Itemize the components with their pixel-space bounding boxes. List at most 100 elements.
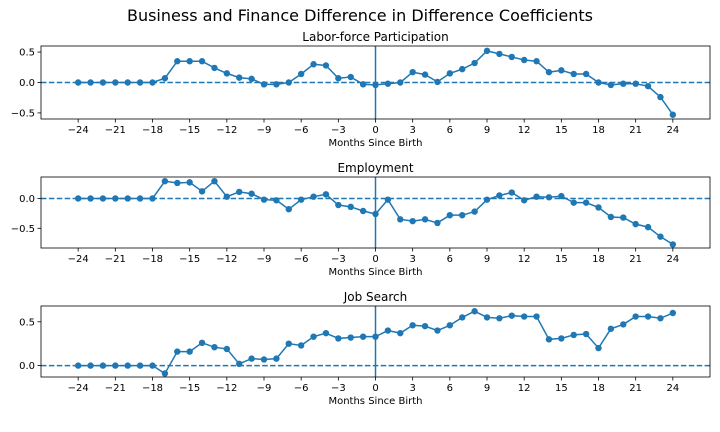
x-tick-label: 18	[592, 125, 605, 136]
data-point	[384, 327, 392, 334]
data-point	[211, 177, 218, 185]
x-tick-label: 0	[372, 125, 378, 136]
data-point	[285, 79, 292, 86]
data-point	[297, 342, 305, 349]
data-point	[198, 188, 206, 195]
x-tick-label: 12	[518, 125, 531, 136]
data-point	[669, 111, 677, 118]
x-tick-label: −21	[105, 254, 126, 265]
data-point	[112, 362, 119, 369]
x-tick-label: −21	[105, 125, 126, 136]
x-tick-label: −24	[68, 383, 89, 394]
x-axis-label: Months Since Birth	[328, 267, 422, 278]
data-point	[186, 348, 193, 355]
data-point	[508, 53, 515, 61]
x-tick-label: −18	[142, 383, 163, 394]
x-tick-label: 24	[666, 254, 679, 265]
x-tick-label: −12	[216, 254, 237, 265]
data-point	[644, 223, 652, 231]
x-tick-label: −15	[179, 125, 200, 136]
x-axis-label: Months Since Birth	[328, 138, 422, 149]
data-point	[124, 195, 131, 202]
x-tick-label: −12	[216, 125, 237, 136]
figure-title: Business and Finance Difference in Diffe…	[127, 6, 593, 25]
data-point	[421, 216, 429, 223]
data-point	[223, 70, 231, 77]
panel-title: Labor-force Participation	[302, 30, 448, 44]
data-point	[186, 58, 193, 65]
data-point	[459, 65, 466, 73]
data-point	[211, 64, 218, 72]
data-point	[174, 348, 181, 355]
data-point	[582, 330, 590, 338]
data-point	[545, 194, 553, 201]
data-point	[186, 179, 193, 186]
data-point	[533, 193, 540, 200]
data-point	[149, 79, 156, 86]
data-point	[570, 70, 577, 78]
data-point	[236, 360, 243, 368]
data-point	[297, 70, 305, 78]
data-point	[446, 211, 454, 219]
data-point	[161, 75, 169, 82]
data-point	[483, 196, 491, 203]
data-point	[545, 336, 553, 343]
chart-panel: Job Search −24 −21 −18 −15 −12 −9 −6 −3 0 3 6 9 12 15 1…	[19, 290, 711, 407]
x-axis-label: Months Since Birth	[328, 396, 422, 407]
data-point	[161, 177, 169, 185]
data-point	[347, 73, 354, 81]
data-point	[397, 79, 404, 86]
data-point	[136, 79, 144, 86]
data-point	[496, 50, 503, 58]
data-point	[124, 362, 131, 369]
x-tick-label: −3	[331, 383, 346, 394]
x-tick-label: 3	[409, 254, 415, 265]
data-point	[297, 196, 305, 203]
x-tick-label: 9	[484, 125, 490, 136]
y-tick-label: 0.0	[19, 78, 35, 89]
panel-title: Employment	[337, 161, 413, 175]
data-point	[248, 190, 255, 197]
data-point	[657, 233, 664, 240]
data-point	[112, 195, 119, 202]
data-point	[359, 207, 367, 215]
x-tick-label: 0	[372, 254, 378, 265]
x-tick-label: 6	[447, 254, 453, 265]
panel-title: Job Search	[343, 290, 408, 304]
data-point	[359, 333, 367, 340]
data-point	[310, 61, 317, 68]
data-point	[607, 213, 615, 221]
data-point	[644, 82, 652, 90]
data-point	[74, 362, 82, 369]
data-point	[285, 206, 292, 213]
x-tick-label: −6	[294, 254, 309, 265]
data-point	[620, 80, 627, 87]
data-point	[174, 179, 181, 187]
data-point	[161, 370, 169, 377]
x-tick-label: −3	[331, 125, 346, 136]
x-tick-label: −6	[294, 383, 309, 394]
data-point	[149, 195, 156, 202]
data-point	[582, 70, 590, 78]
x-tick-label: −24	[68, 254, 89, 265]
data-point	[595, 344, 602, 352]
chart-panel: Labor-force Participation −24 −21 −18 −15 −12…	[11, 30, 711, 149]
data-point	[397, 329, 404, 337]
data-point	[607, 81, 615, 89]
data-point	[558, 192, 565, 200]
chart-panel: Employment −24 −21 −18 −15 −12 −9 −6 −3 0 3 6 9 12 15 1…	[11, 161, 711, 278]
data-point	[310, 333, 317, 340]
x-tick-label: 12	[518, 254, 531, 265]
x-tick-label: −21	[105, 383, 126, 394]
data-point	[558, 335, 565, 342]
x-tick-label: 0	[372, 383, 378, 394]
x-tick-label: 6	[447, 125, 453, 136]
data-point	[632, 80, 639, 87]
data-point	[434, 219, 441, 227]
data-point	[496, 315, 503, 322]
data-point	[607, 325, 615, 332]
data-point	[74, 79, 82, 86]
data-point	[322, 329, 330, 337]
data-point	[248, 355, 255, 362]
